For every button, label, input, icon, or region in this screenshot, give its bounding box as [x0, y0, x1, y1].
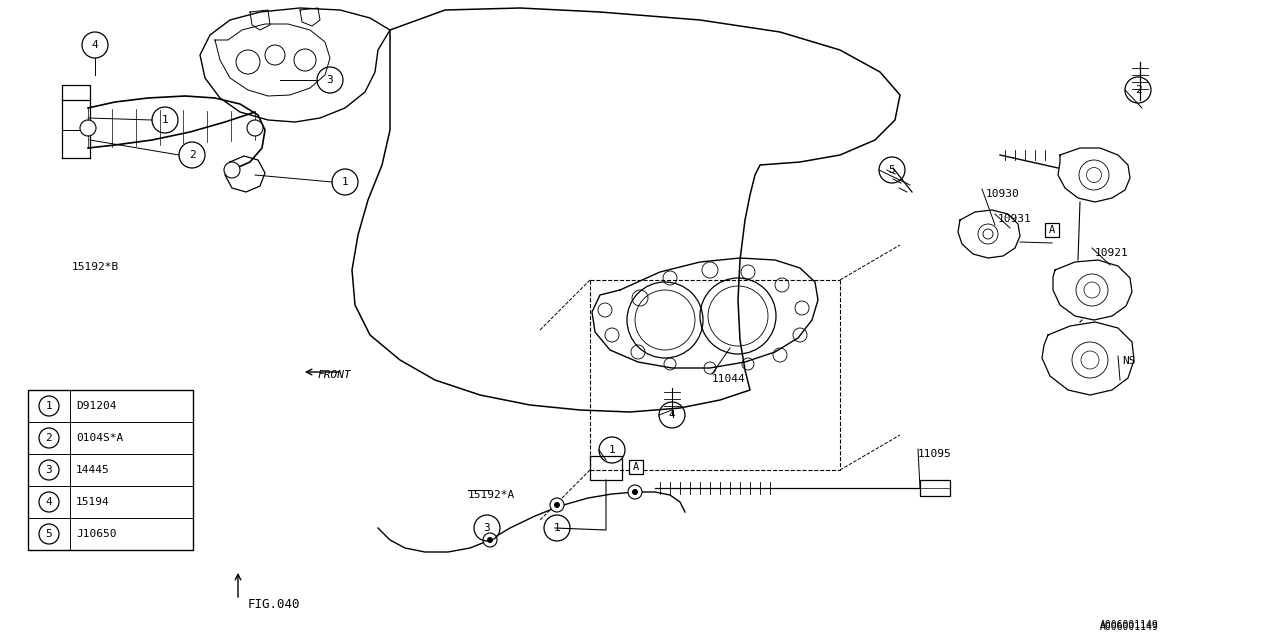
Circle shape	[247, 120, 262, 136]
Text: 11044: 11044	[712, 374, 746, 384]
Text: 0104S*A: 0104S*A	[76, 433, 123, 443]
Circle shape	[224, 162, 241, 178]
Text: A: A	[632, 462, 639, 472]
Text: FRONT: FRONT	[317, 370, 352, 380]
Text: 5: 5	[888, 165, 896, 175]
Text: 3: 3	[326, 75, 333, 85]
FancyBboxPatch shape	[920, 480, 950, 496]
Text: 1: 1	[608, 445, 616, 455]
Text: 11095: 11095	[918, 449, 952, 459]
Text: 14445: 14445	[76, 465, 110, 475]
Text: 1: 1	[554, 523, 561, 533]
Text: 10921: 10921	[1094, 248, 1129, 258]
Text: J10650: J10650	[76, 529, 116, 539]
Text: 10930: 10930	[986, 189, 1020, 199]
Text: 4: 4	[668, 410, 676, 420]
Text: 15194: 15194	[76, 497, 110, 507]
Text: 3: 3	[484, 523, 490, 533]
Circle shape	[483, 533, 497, 547]
Text: 1: 1	[46, 401, 52, 411]
Text: A: A	[1048, 225, 1055, 235]
Text: 1: 1	[161, 115, 169, 125]
Circle shape	[486, 537, 493, 543]
Text: 3: 3	[46, 465, 52, 475]
Circle shape	[632, 489, 637, 495]
Text: A006001149: A006001149	[1100, 620, 1158, 630]
FancyBboxPatch shape	[628, 460, 643, 474]
Text: 5: 5	[46, 529, 52, 539]
Text: 10931: 10931	[998, 214, 1032, 224]
Text: 4: 4	[46, 497, 52, 507]
Text: D91204: D91204	[76, 401, 116, 411]
Text: A006001149: A006001149	[1100, 622, 1158, 632]
Text: 1: 1	[342, 177, 348, 187]
FancyBboxPatch shape	[1044, 223, 1059, 237]
Circle shape	[554, 502, 561, 508]
Text: 2: 2	[188, 150, 196, 160]
Circle shape	[79, 120, 96, 136]
Text: NS: NS	[1123, 356, 1135, 366]
Text: 2: 2	[46, 433, 52, 443]
Text: 4: 4	[92, 40, 99, 50]
Circle shape	[628, 485, 643, 499]
Bar	[28, 390, 193, 550]
Text: 15192*B: 15192*B	[72, 262, 119, 272]
Text: 2: 2	[1134, 85, 1142, 95]
Text: 15192*A: 15192*A	[468, 490, 516, 500]
Text: FIG.040: FIG.040	[248, 598, 301, 611]
Circle shape	[550, 498, 564, 512]
